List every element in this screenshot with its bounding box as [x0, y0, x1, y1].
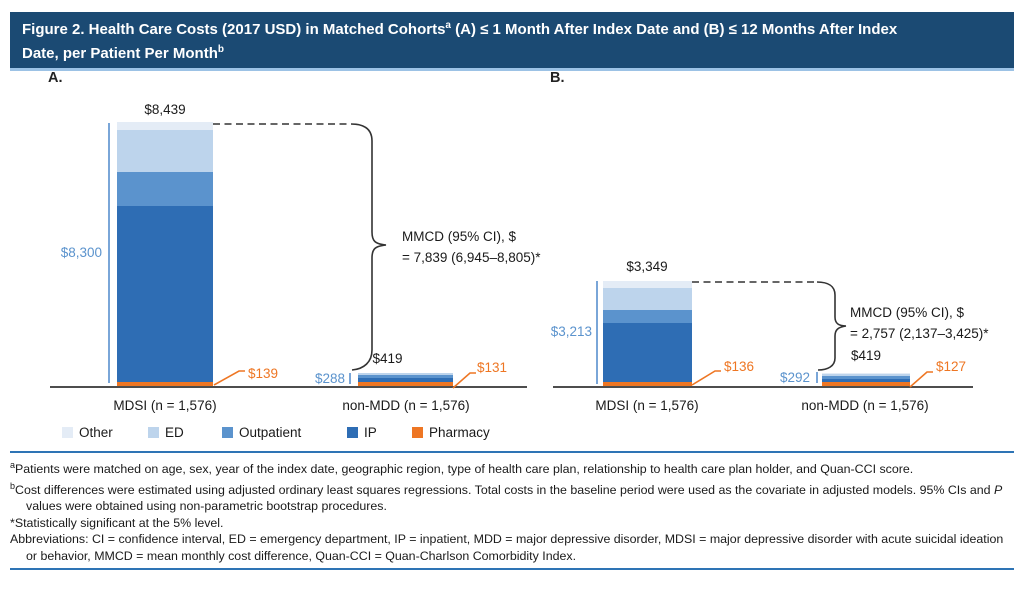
panel-a-mdsi-total-label: $8,439 — [144, 102, 186, 117]
bar-segment-outpatient — [822, 376, 910, 380]
bar-segment-pharmacy — [603, 381, 692, 386]
bar-segment-pharmacy — [117, 381, 213, 386]
legend-item-ed: ED — [148, 425, 184, 440]
panel-a-mdsi-pharmacy-callout-line — [213, 370, 245, 386]
legend-item-pharmacy: Pharmacy — [412, 425, 490, 440]
bar-segment-ed — [117, 130, 213, 173]
legend-item-outpatient: Outpatient — [222, 425, 301, 440]
bar-segment-outpatient — [117, 172, 213, 207]
panel-b-nonmdd-pharmacy-label: $127 — [936, 359, 967, 374]
legend-swatch-ip — [347, 427, 358, 438]
legend-label-outpatient: Outpatient — [239, 425, 302, 440]
panel-b-mdsi-pharmacy-callout-line — [691, 370, 721, 386]
panel-b-mdsi-pharmacy-label: $136 — [724, 359, 755, 374]
bar-segment-outpatient — [603, 310, 692, 324]
panel-a-label: A. — [48, 70, 63, 86]
footnote-bottom-rule — [10, 568, 1014, 571]
bar-segment-pharmacy — [358, 381, 453, 386]
legend-swatch-outpatient — [222, 427, 233, 438]
bar-segment-ed — [358, 372, 453, 375]
footnote-a-sup: a — [10, 460, 16, 470]
legend-swatch-other — [62, 427, 73, 438]
panel-b-nonmdd-medical-label: $292 — [779, 370, 810, 385]
figure-title-sup-b: b — [217, 43, 224, 55]
panel-a-mdsi-pharmacy-label: $139 — [248, 366, 279, 381]
legend-item-ip: IP — [347, 425, 377, 440]
panel-b-nonmdd-pharmacy-callout-line — [909, 371, 933, 388]
legend-label-other: Other — [79, 425, 113, 440]
legend-swatch-pharmacy — [412, 427, 423, 438]
panel-a-mmcd-annotation: MMCD (95% CI), $ = 7,839 (6,945–8,805)* — [402, 227, 541, 268]
legend-label-ip: IP — [364, 425, 377, 440]
bar-segment-ip — [603, 323, 692, 382]
bar-segment-other — [117, 122, 213, 131]
legend-item-other: Other — [62, 425, 113, 440]
panel-a-nonmdd-pharmacy-label: $131 — [477, 360, 508, 375]
footnote-a: aPatients were matched on age, sex, year… — [10, 457, 1014, 478]
legend-label-ed: ED — [165, 425, 184, 440]
footnote-b-text-1: Cost differences were estimated using ad… — [15, 482, 994, 497]
footnote-b: bCost differences were estimated using a… — [10, 478, 1014, 515]
panel-a-nonmdd-medical-tick — [349, 373, 351, 384]
figure-title: Figure 2. Health Care Costs (2017 USD) i… — [10, 12, 1014, 71]
panel-b-mmcd-annotation: MMCD (95% CI), $ = 2,757 (2,137–3,425)* — [850, 303, 989, 344]
legend-label-pharmacy: Pharmacy — [429, 425, 490, 440]
footnote-abbreviations: Abbreviations: CI = confidence interval,… — [10, 532, 1004, 563]
panel-b-mdsi-medical-line — [596, 281, 598, 384]
bar-segment-other — [603, 281, 692, 289]
bar-panel-b-mdsi — [603, 281, 692, 386]
panel-a-mmcd-line1: MMCD (95% CI), $ — [402, 229, 517, 244]
footnote-b-sup: b — [10, 480, 16, 491]
figure-title-sup-a: a — [445, 20, 451, 31]
footnote-top-rule — [10, 451, 1014, 453]
panel-a-category-mdsi: MDSI (n = 1,576) — [113, 398, 217, 413]
panel-b-category-mdsi: MDSI (n = 1,576) — [595, 398, 699, 413]
panel-a-brace — [350, 123, 387, 371]
footnote-b-text-2: values were obtained using non-parametri… — [26, 499, 387, 514]
panel-a-nonmdd-total-label: $419 — [372, 351, 403, 366]
panel-b-mmcd-line2: = 2,757 (2,137–3,425)* — [850, 325, 989, 341]
panel-b-label: B. — [550, 70, 565, 86]
bar-panel-b-nonmdd — [822, 372, 910, 386]
panel-b-nonmdd-total-label: $419 — [850, 348, 882, 363]
panel-b-mmcd-line1: MMCD (95% CI), $ — [850, 305, 965, 320]
panel-a-mmcd-line2: = 7,839 (6,945–8,805)* — [402, 249, 541, 265]
bar-panel-a-mdsi — [117, 122, 213, 386]
panel-a-nonmdd-medical-label: $288 — [314, 371, 345, 386]
bar-segment-ed — [822, 373, 910, 377]
footnote-star: *Statistically significant at the 5% lev… — [10, 515, 224, 530]
panel-a-baseline — [50, 386, 527, 388]
figure-title-text-1: Figure 2. Health Care Costs (2017 USD) i… — [22, 21, 446, 38]
bar-segment-ip — [358, 378, 453, 382]
legend-swatch-ed — [148, 427, 159, 438]
bar-segment-ip — [822, 379, 910, 383]
footnote-b-italic-p: P — [993, 482, 1003, 497]
bar-segment-ed — [603, 288, 692, 311]
bar-panel-a-nonmdd — [358, 372, 453, 386]
panel-a-mdsi-medical-label: $8,300 — [60, 245, 102, 260]
bar-segment-ip — [117, 206, 213, 382]
panel-b-nonmdd-medical-tick — [816, 372, 818, 383]
panel-a-mdsi-medical-line — [108, 123, 110, 383]
figure-title-text-2a: (A) ≤ 1 Month After Index Date and (B) ≤… — [450, 21, 898, 38]
panel-b-category-nonmdd: non-MDD (n = 1,576) — [801, 398, 929, 413]
panel-b-baseline — [553, 386, 973, 388]
footnotes: aPatients were matched on age, sex, year… — [10, 451, 1014, 571]
panel-b-mdsi-medical-label: $3,213 — [550, 324, 592, 339]
bar-segment-outpatient — [358, 374, 453, 379]
panel-a-category-nonmdd: non-MDD (n = 1,576) — [342, 398, 470, 413]
footnote-a-text: Patients were matched on age, sex, year … — [15, 462, 914, 477]
figure-title-text-2b: Date, per Patient Per Month — [22, 44, 218, 62]
bar-segment-other — [822, 372, 910, 374]
bar-segment-pharmacy — [822, 382, 910, 386]
panel-b-mdsi-total-label: $3,349 — [626, 259, 668, 274]
